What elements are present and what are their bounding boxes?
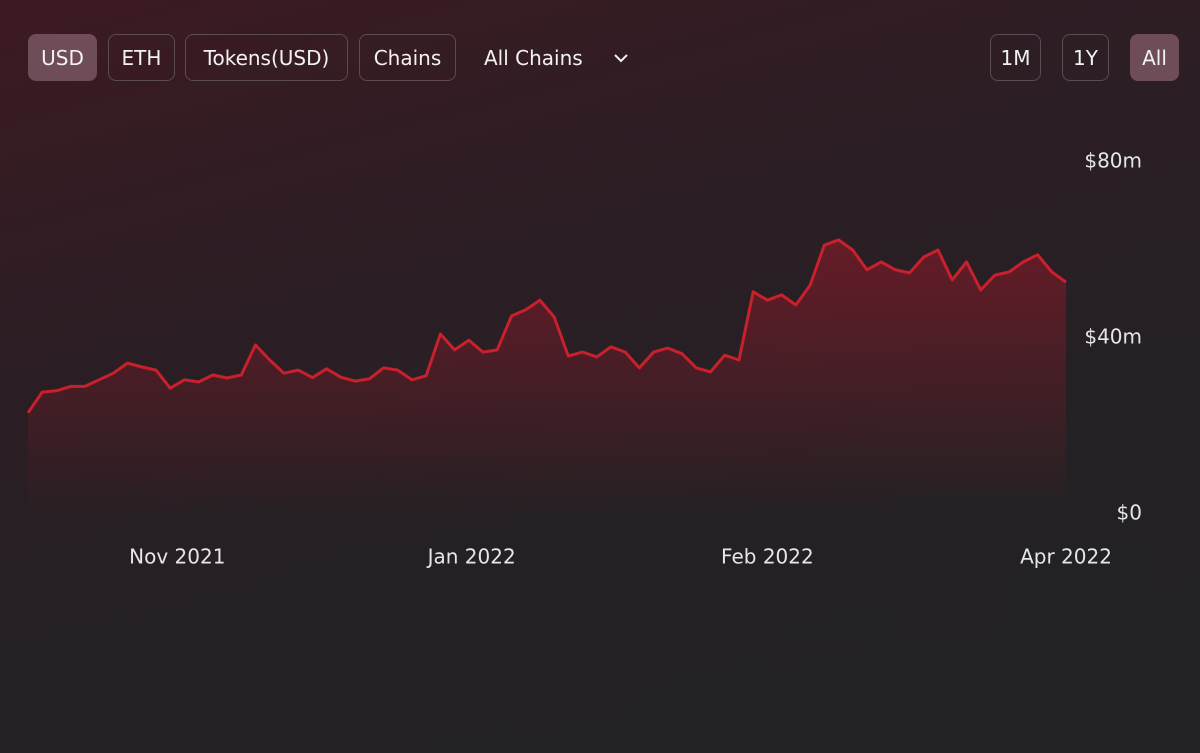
y-tick-label: $40m	[1084, 325, 1142, 349]
x-tick-label: Apr 2022	[1020, 545, 1112, 569]
line	[26, 238, 1067, 414]
x-tick-label: Feb 2022	[721, 545, 814, 569]
currency-button[interactable]: USD	[28, 34, 97, 81]
currency-button[interactable]: Chains	[359, 34, 456, 81]
y-tick-label: $80m	[1084, 149, 1142, 173]
range-button[interactable]: 1M	[990, 34, 1041, 81]
area-fill	[28, 239, 1066, 514]
currency-button[interactable]: Tokens(USD)	[185, 34, 348, 81]
chain-dropdown[interactable]: All Chains	[484, 34, 629, 81]
y-tick-label: $0	[1117, 501, 1142, 525]
x-tick-label: Jan 2022	[426, 545, 516, 569]
dropdown-label: All Chains	[484, 45, 583, 70]
x-tick-label: Nov 2021	[129, 545, 225, 569]
currency-button[interactable]: ETH	[108, 34, 175, 81]
range-button[interactable]: 1Y	[1062, 34, 1109, 81]
range-button[interactable]: All	[1130, 34, 1179, 81]
chevron	[613, 53, 628, 62]
